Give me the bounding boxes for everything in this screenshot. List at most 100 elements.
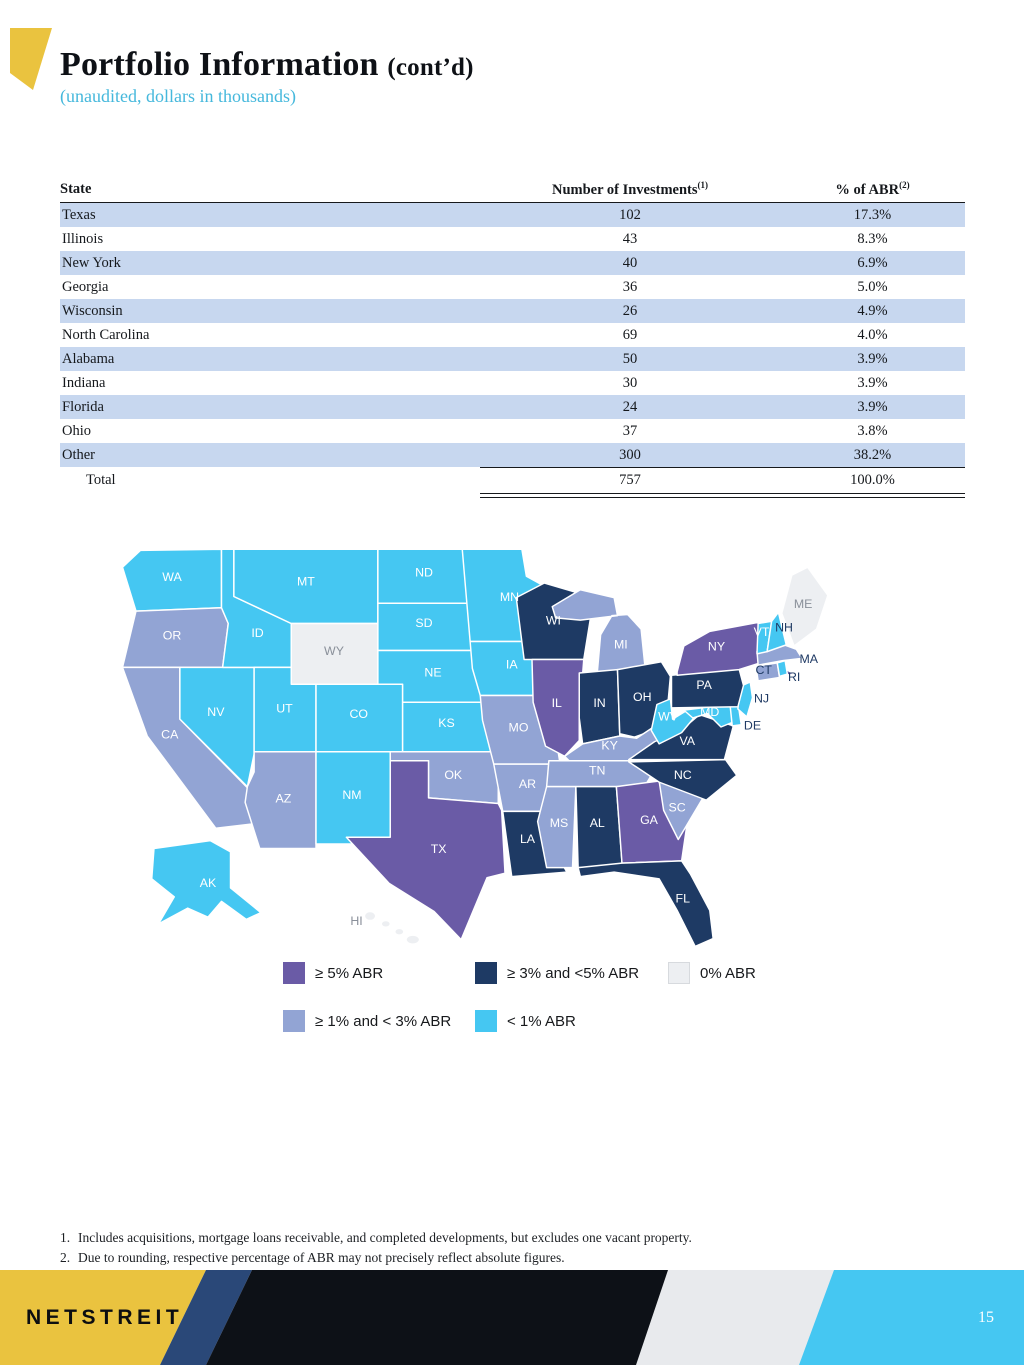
state-label-wv: WV: [658, 709, 679, 723]
cell-investments: 40: [622, 254, 638, 271]
state-label-ca: CA: [161, 727, 179, 741]
state-ct: [755, 662, 781, 682]
state-label-mo: MO: [509, 721, 529, 735]
state-nh: [766, 611, 787, 653]
state-label-co: CO: [349, 707, 368, 721]
state-label-nv: NV: [207, 705, 225, 719]
state-il: [531, 658, 585, 757]
state-label-va: VA: [679, 734, 695, 748]
table-total-row: Total 757 100.0%: [60, 468, 965, 492]
state-tx: [345, 760, 506, 941]
page-number: 15: [978, 1308, 994, 1326]
cell-state: Florida: [62, 398, 104, 415]
legend-label: 0% ABR: [700, 964, 756, 982]
table-row: Wisconsin 26 4.9%: [60, 299, 965, 323]
cell-investments: 757: [619, 471, 641, 488]
state-label-mi: MI: [614, 637, 628, 651]
cell-state: Other: [62, 446, 96, 463]
state-label-ks: KS: [438, 716, 454, 730]
state-label-az: AZ: [275, 791, 291, 805]
column-header-abr: % of ABR(2): [835, 179, 910, 198]
state-label-wi: WI: [546, 614, 561, 628]
yellow-accent-shape: [10, 28, 52, 90]
table-row: North Carolina 69 4.0%: [60, 323, 965, 347]
state-label-me: ME: [794, 597, 813, 611]
cell-investments: 36: [622, 278, 638, 295]
state-label-sd: SD: [415, 616, 432, 630]
state-label-id: ID: [251, 626, 263, 640]
legend-label: ≥ 1% and < 3% ABR: [315, 1012, 452, 1030]
footer-graphic: [0, 1270, 1024, 1365]
state-ri: [776, 659, 789, 678]
table-row: Georgia 36 5.0%: [60, 275, 965, 299]
column-header-investments: Number of Investments(1): [551, 179, 709, 198]
state-ms: [536, 785, 577, 869]
state-label-ct: CT: [756, 663, 773, 677]
cell-state: Wisconsin: [62, 302, 123, 319]
table-row: Illinois 43 8.3%: [60, 227, 965, 251]
table-row: Florida 24 3.9%: [60, 395, 965, 419]
cell-abr: 4.9%: [857, 302, 888, 319]
cell-state: North Carolina: [62, 326, 150, 343]
footer-band: NETSTREIT 15: [0, 1270, 1024, 1365]
table-body: Texas 102 17.3% Illinois 43 8.3% New York 40 6.9…: [60, 203, 965, 498]
legend-swatch-ge5: [283, 962, 305, 984]
state-ak: [151, 839, 262, 925]
page-title: Portfolio Information (cont’d): [60, 46, 474, 83]
state-label-ga: GA: [640, 813, 659, 827]
state-label-mn: MN: [500, 590, 519, 604]
cell-abr: 17.3%: [853, 206, 892, 223]
cell-investments: 69: [622, 326, 638, 343]
footer-cyan-block: [799, 1270, 1024, 1365]
state-label-ut: UT: [276, 701, 293, 715]
table-row: Texas 102 17.3%: [60, 203, 965, 227]
footnote-2: 2. Due to rounding, respective percentag…: [60, 1249, 565, 1265]
table-row: Alabama 50 3.9%: [60, 347, 965, 371]
state-label-ak: AK: [200, 876, 217, 890]
cell-investments: 43: [622, 230, 638, 247]
state-label-al: AL: [590, 816, 605, 830]
state-label-ma: MA: [799, 652, 818, 666]
table-row: Indiana 30 3.9%: [60, 371, 965, 395]
state-label-nh: NH: [775, 620, 793, 634]
state-label-tx: TX: [431, 842, 447, 856]
state-hi: [363, 910, 421, 945]
cell-investments: 37: [622, 422, 638, 439]
state-fl: [577, 860, 714, 948]
table-subtotal-rule: [480, 467, 965, 468]
cell-state: Indiana: [62, 374, 106, 391]
state-label-nj: NJ: [754, 691, 769, 705]
cell-abr: 5.0%: [857, 278, 888, 295]
table-header-row: State Number of Investments(1) % of ABR(…: [60, 176, 965, 203]
cell-state: Georgia: [62, 278, 109, 295]
state-label-ms: MS: [550, 816, 569, 830]
state-label-pa: PA: [696, 678, 712, 692]
state-label-nm: NM: [342, 788, 361, 802]
header: Portfolio Information (cont’d) (unaudite…: [60, 46, 474, 107]
cell-abr: 3.8%: [857, 422, 888, 439]
state-label-or: OR: [163, 628, 182, 642]
state-label-ok: OK: [444, 768, 463, 782]
state-label-in: IN: [593, 696, 605, 710]
state-label-ky: KY: [601, 739, 618, 753]
table-row: Other 300 38.2%: [60, 443, 965, 467]
state-label-fl: FL: [676, 892, 691, 906]
legend-item-ge1lt3: ≥ 1% and < 3% ABR: [283, 1010, 475, 1032]
state-label-ri: RI: [788, 670, 800, 684]
state-label-vt: VT: [754, 625, 770, 639]
footer-black-block: [206, 1270, 668, 1365]
cell-state: Illinois: [62, 230, 104, 247]
map-legend: ≥ 5% ABR ≥ 3% and <5% ABR 0% ABR ≥ 1% and <…: [283, 962, 838, 1032]
state-label-nd: ND: [415, 565, 433, 579]
state-label-oh: OH: [633, 690, 652, 704]
state-label-ar: AR: [519, 777, 536, 791]
cell-state: Total: [86, 471, 116, 488]
legend-item-ge3lt5: ≥ 3% and <5% ABR: [475, 962, 668, 984]
legend-swatch-zero: [668, 962, 690, 984]
cell-abr: 6.9%: [857, 254, 888, 271]
cell-abr: 3.9%: [857, 374, 888, 391]
cell-state: Alabama: [62, 350, 115, 367]
footnotes: 1. Includes acquisitions, mortgage loans…: [60, 1228, 692, 1267]
legend-item-lt1: < 1% ABR: [475, 1010, 668, 1032]
